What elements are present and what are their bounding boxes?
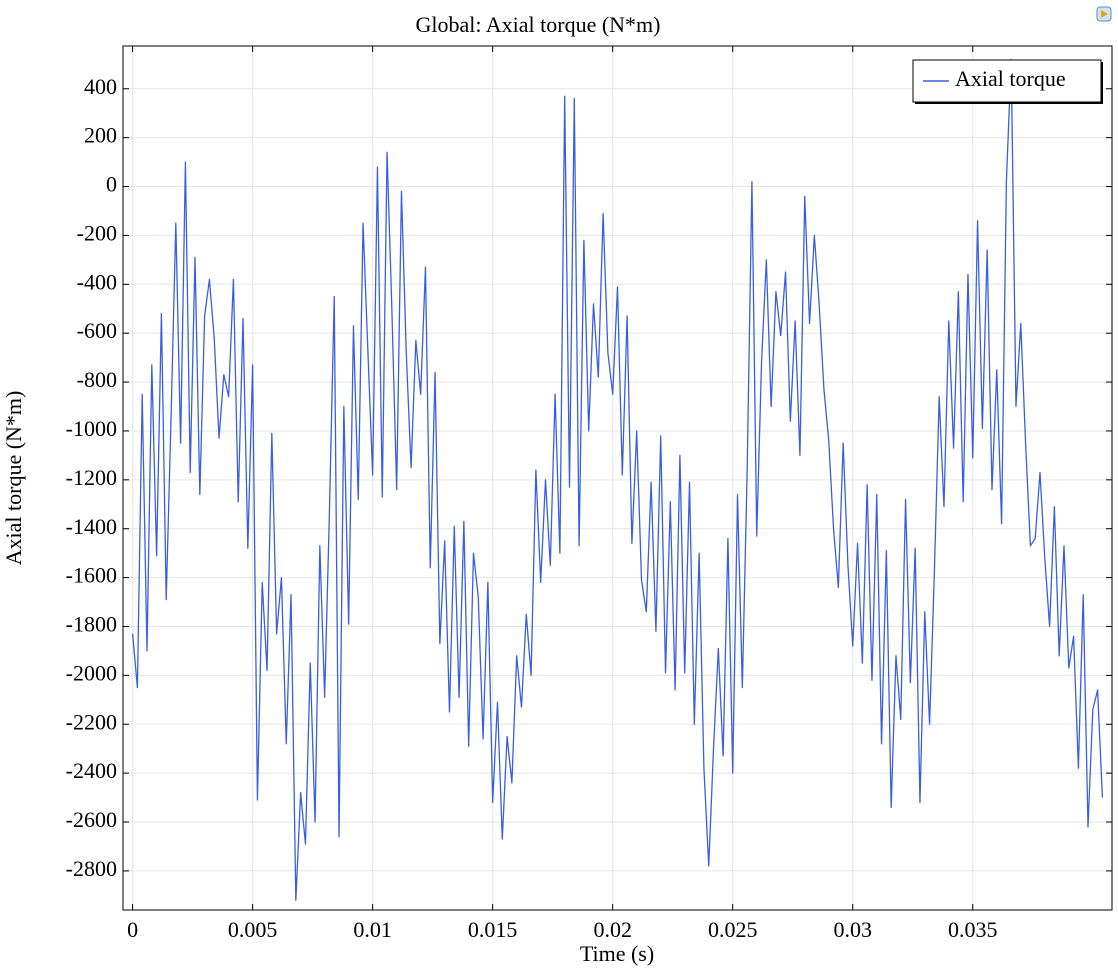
- y-tick-label: 400: [84, 74, 117, 99]
- x-tick-label: 0.035: [948, 917, 998, 942]
- legend-label: Axial torque: [955, 66, 1066, 91]
- y-tick-label: -800: [77, 367, 117, 392]
- y-tick-label: -1800: [66, 612, 117, 637]
- y-tick-label: -600: [77, 318, 117, 343]
- y-tick-label: -2400: [66, 758, 117, 783]
- legend: Axial torque: [912, 59, 1103, 104]
- x-tick-label: 0.015: [468, 917, 518, 942]
- y-tick-label: -2200: [66, 709, 117, 734]
- y-tick-label: 200: [84, 123, 117, 148]
- x-tick-label: 0.03: [833, 917, 872, 942]
- y-tick-label: -2600: [66, 807, 117, 832]
- x-tick-label: 0.02: [593, 917, 632, 942]
- y-tick-label: -200: [77, 220, 117, 245]
- plot-frame: [122, 45, 1113, 911]
- x-tick-label: 0.01: [353, 917, 392, 942]
- y-tick-label: -400: [77, 269, 117, 294]
- toolbar-icon[interactable]: [1096, 6, 1112, 22]
- y-tick-label: -2000: [66, 660, 117, 685]
- x-tick-label: 0.025: [708, 917, 758, 942]
- x-tick-label: 0: [127, 917, 138, 942]
- x-axis-label: Time (s): [580, 941, 654, 966]
- y-tick-label: -1400: [66, 514, 117, 539]
- data-line: [131, 58, 1104, 901]
- y-tick-label: -1000: [66, 416, 117, 441]
- y-tick-label: 0: [106, 172, 117, 197]
- icon-glyph: [1101, 10, 1108, 18]
- y-axis-label: Axial torque (N*m): [1, 391, 26, 566]
- y-tick-label: -1600: [66, 563, 117, 588]
- chart-title: Global: Axial torque (N*m): [415, 12, 660, 37]
- y-tick-label: -2800: [66, 856, 117, 881]
- x-tick-label: 0.005: [228, 917, 278, 942]
- y-tick-label: -1200: [66, 465, 117, 490]
